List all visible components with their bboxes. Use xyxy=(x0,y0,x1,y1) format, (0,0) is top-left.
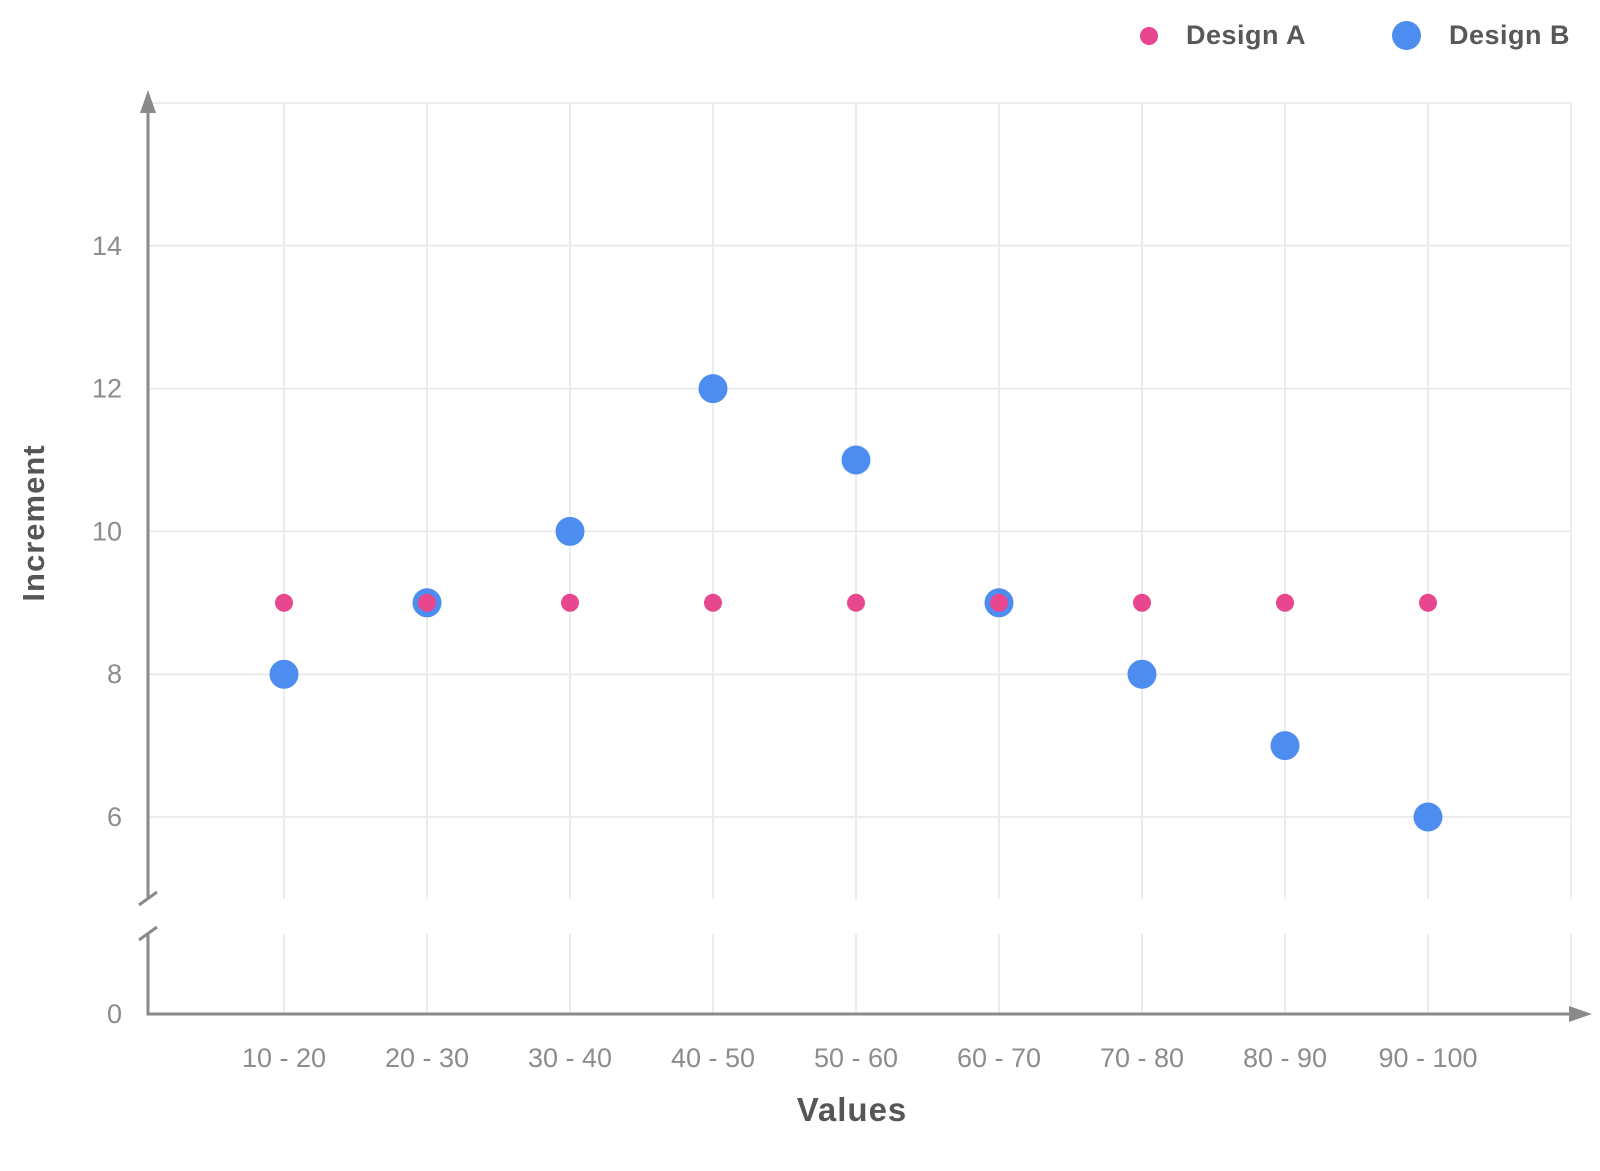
legend-label-design-b: Design B xyxy=(1448,20,1570,50)
y-tick-label: 6 xyxy=(107,802,122,832)
x-tick-label: 70 - 80 xyxy=(1100,1043,1184,1073)
x-tick-label: 60 - 70 xyxy=(957,1043,1041,1073)
y-tick-label: 14 xyxy=(92,231,122,261)
axis-break-mark-upper xyxy=(138,890,158,907)
data-point-design-a[interactable] xyxy=(561,593,579,612)
legend-label-design-a: Design A xyxy=(1185,20,1306,50)
data-point-design-a[interactable] xyxy=(847,593,865,612)
axis-break-mark-lower xyxy=(138,925,158,942)
x-tick-label: 10 - 20 xyxy=(242,1043,326,1073)
data-point-design-a[interactable] xyxy=(1133,593,1151,612)
y-tick-label: 8 xyxy=(107,659,122,689)
legend-item-design-b[interactable]: Design B xyxy=(1391,20,1570,51)
y-axis-arrow-icon xyxy=(140,90,156,113)
data-point-design-a[interactable] xyxy=(990,593,1008,612)
x-tick-label: 80 - 90 xyxy=(1243,1043,1327,1073)
data-point-design-b[interactable] xyxy=(269,659,299,689)
x-axis-arrow-icon xyxy=(1569,1006,1592,1022)
y-tick-label: 12 xyxy=(92,374,122,404)
data-point-design-b[interactable] xyxy=(1127,659,1157,689)
data-point-design-a[interactable] xyxy=(704,593,722,612)
data-point-design-b[interactable] xyxy=(1413,802,1443,832)
data-point-design-a[interactable] xyxy=(1276,593,1294,612)
x-tick-label: 90 - 100 xyxy=(1378,1043,1477,1073)
design-a-marker-icon xyxy=(1139,26,1158,45)
x-tick-label: 40 - 50 xyxy=(671,1043,755,1073)
x-tick-label: 20 - 30 xyxy=(385,1043,469,1073)
data-point-design-b[interactable] xyxy=(555,516,585,546)
data-point-design-a[interactable] xyxy=(418,593,436,612)
x-axis-title: Values xyxy=(796,1091,908,1128)
design-b-marker-icon xyxy=(1391,21,1421,50)
legend-item-design-a[interactable]: Design A xyxy=(1139,20,1306,51)
legend: Design A Design B xyxy=(1139,20,1570,51)
data-point-design-a[interactable] xyxy=(1419,593,1437,612)
y-axis-title: Increment xyxy=(16,444,51,602)
x-tick-label: 50 - 60 xyxy=(814,1043,898,1073)
data-point-design-b[interactable] xyxy=(841,445,871,475)
data-point-design-a[interactable] xyxy=(275,593,293,612)
y-tick-label: 10 xyxy=(92,516,122,546)
data-point-design-b[interactable] xyxy=(698,374,728,404)
data-point-design-b[interactable] xyxy=(1270,731,1300,761)
x-tick-label: 30 - 40 xyxy=(528,1043,612,1073)
y-tick-label: 0 xyxy=(107,999,122,1029)
